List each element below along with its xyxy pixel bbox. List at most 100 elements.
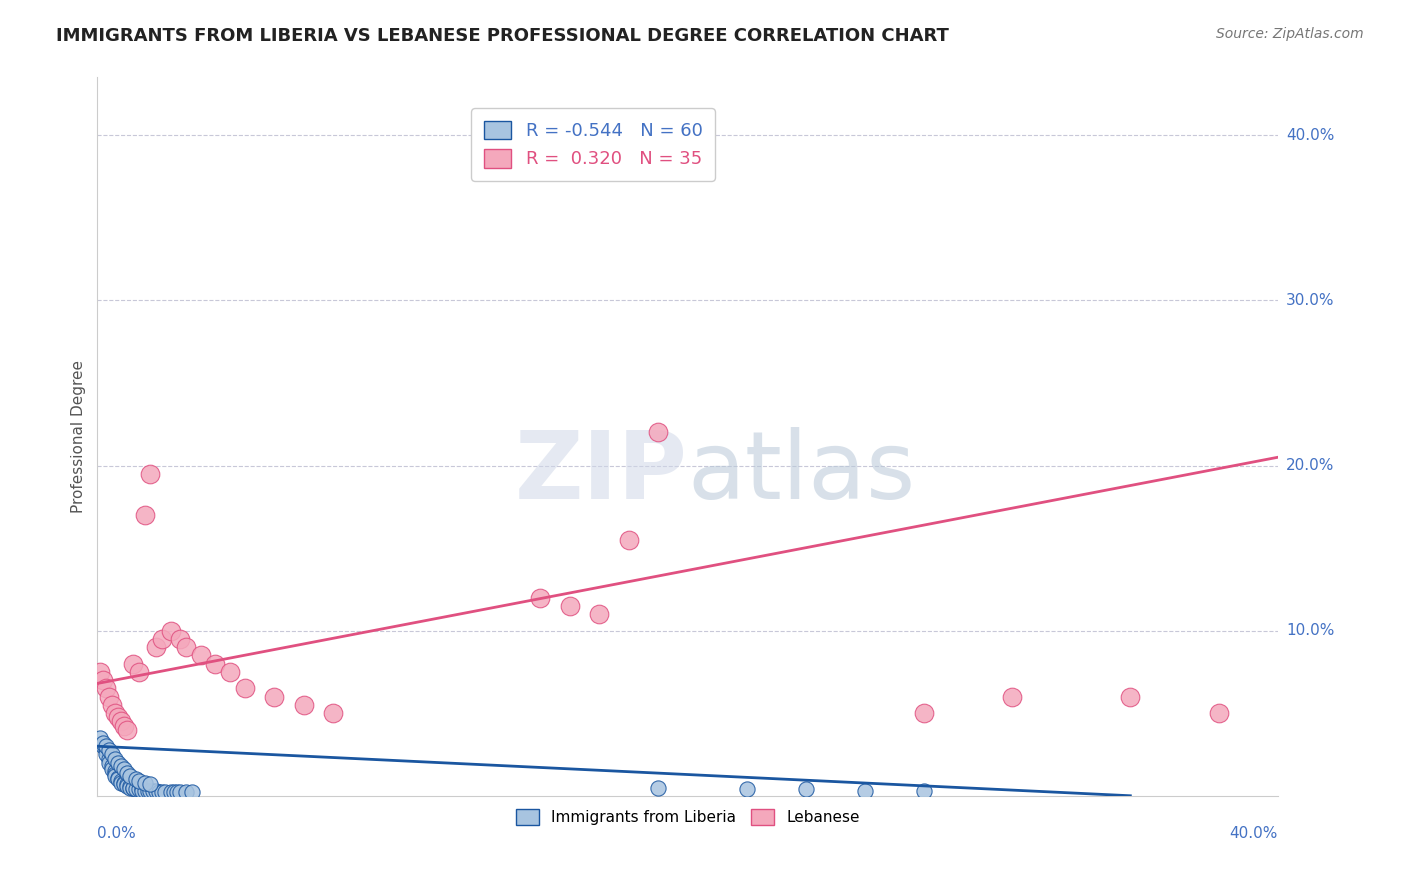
Point bbox=[128, 773, 150, 788]
Point bbox=[101, 698, 124, 712]
Point bbox=[233, 681, 256, 696]
Point bbox=[134, 508, 156, 522]
Text: 10.0%: 10.0% bbox=[1286, 624, 1334, 638]
Point bbox=[853, 784, 876, 798]
Point bbox=[121, 780, 143, 795]
Point bbox=[96, 742, 118, 756]
Point bbox=[104, 706, 127, 721]
Point bbox=[190, 648, 212, 663]
Text: 40.0%: 40.0% bbox=[1230, 826, 1278, 841]
Point bbox=[558, 599, 581, 613]
Point bbox=[794, 782, 817, 797]
Point bbox=[115, 779, 138, 793]
Point bbox=[204, 657, 226, 671]
Point bbox=[104, 764, 127, 778]
Text: atlas: atlas bbox=[688, 426, 915, 518]
Point bbox=[588, 607, 610, 621]
Point bbox=[91, 736, 114, 750]
Point bbox=[529, 591, 551, 605]
Point bbox=[107, 756, 129, 770]
Point bbox=[1119, 690, 1142, 704]
Point bbox=[150, 785, 173, 799]
Point bbox=[118, 769, 141, 783]
Text: Source: ZipAtlas.com: Source: ZipAtlas.com bbox=[1216, 27, 1364, 41]
Point bbox=[134, 775, 156, 789]
Point bbox=[174, 785, 197, 799]
Point bbox=[145, 784, 167, 798]
Point bbox=[263, 690, 285, 704]
Point bbox=[169, 785, 191, 799]
Point bbox=[139, 784, 162, 798]
Point bbox=[136, 784, 159, 798]
Point bbox=[104, 769, 127, 783]
Point bbox=[104, 752, 127, 766]
Text: 30.0%: 30.0% bbox=[1286, 293, 1334, 308]
Point bbox=[89, 731, 111, 745]
Point bbox=[139, 467, 162, 481]
Point bbox=[107, 709, 129, 723]
Point bbox=[292, 698, 315, 712]
Point bbox=[142, 784, 165, 798]
Point bbox=[647, 780, 669, 795]
Text: 0.0%: 0.0% bbox=[97, 826, 136, 841]
Point bbox=[112, 775, 135, 789]
Point bbox=[148, 785, 170, 799]
Point bbox=[219, 665, 242, 679]
Point bbox=[115, 765, 138, 780]
Point bbox=[735, 782, 758, 797]
Point bbox=[163, 785, 186, 799]
Point bbox=[160, 785, 183, 799]
Point bbox=[139, 777, 162, 791]
Point bbox=[98, 742, 121, 756]
Point bbox=[322, 706, 344, 721]
Point bbox=[134, 784, 156, 798]
Point bbox=[121, 657, 143, 671]
Point bbox=[107, 771, 129, 785]
Point bbox=[131, 782, 153, 797]
Point bbox=[101, 747, 124, 762]
Point bbox=[150, 632, 173, 646]
Point bbox=[91, 739, 114, 754]
Point bbox=[169, 632, 191, 646]
Point bbox=[128, 665, 150, 679]
Point bbox=[128, 782, 150, 797]
Point bbox=[166, 785, 188, 799]
Point bbox=[96, 747, 118, 762]
Point bbox=[112, 719, 135, 733]
Point bbox=[96, 681, 118, 696]
Point bbox=[110, 714, 132, 729]
Point bbox=[155, 785, 177, 799]
Point bbox=[160, 624, 183, 638]
Point bbox=[101, 759, 124, 773]
Point bbox=[107, 772, 129, 787]
Point bbox=[98, 752, 121, 766]
Point bbox=[647, 425, 669, 440]
Point bbox=[89, 665, 111, 679]
Point bbox=[121, 780, 143, 795]
Point bbox=[110, 775, 132, 789]
Point bbox=[112, 777, 135, 791]
Point bbox=[131, 784, 153, 798]
Text: IMMIGRANTS FROM LIBERIA VS LEBANESE PROFESSIONAL DEGREE CORRELATION CHART: IMMIGRANTS FROM LIBERIA VS LEBANESE PROF… bbox=[56, 27, 949, 45]
Point bbox=[912, 784, 935, 798]
Point bbox=[115, 723, 138, 737]
Point bbox=[617, 533, 640, 547]
Point bbox=[110, 773, 132, 788]
Point bbox=[98, 756, 121, 770]
Point bbox=[91, 673, 114, 688]
Point bbox=[98, 690, 121, 704]
Text: ZIP: ZIP bbox=[515, 426, 688, 518]
Point bbox=[112, 762, 135, 776]
Text: 20.0%: 20.0% bbox=[1286, 458, 1334, 473]
Point bbox=[125, 782, 148, 797]
Point bbox=[912, 706, 935, 721]
Point bbox=[101, 762, 124, 776]
Y-axis label: Professional Degree: Professional Degree bbox=[72, 360, 86, 513]
Text: 40.0%: 40.0% bbox=[1286, 128, 1334, 143]
Point bbox=[1001, 690, 1024, 704]
Point bbox=[125, 772, 148, 787]
Point bbox=[180, 785, 202, 799]
Legend: Immigrants from Liberia, Lebanese: Immigrants from Liberia, Lebanese bbox=[509, 803, 866, 831]
Point bbox=[110, 759, 132, 773]
Point bbox=[118, 779, 141, 793]
